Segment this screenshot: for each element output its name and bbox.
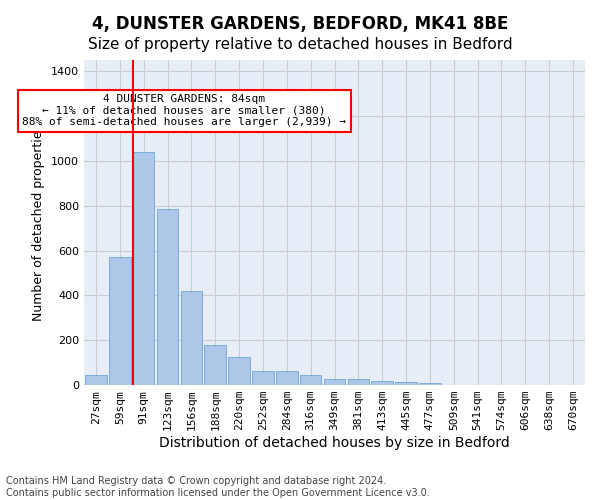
Bar: [205, 345, 226, 385]
Bar: [229, 357, 250, 385]
Bar: [109, 258, 131, 385]
Bar: [157, 209, 178, 385]
Bar: [85, 375, 107, 385]
Bar: [300, 376, 322, 385]
Bar: [181, 291, 202, 385]
Text: Size of property relative to detached houses in Bedford: Size of property relative to detached ho…: [88, 38, 512, 52]
Bar: [252, 371, 274, 385]
Bar: [324, 379, 345, 385]
Bar: [347, 379, 369, 385]
X-axis label: Distribution of detached houses by size in Bedford: Distribution of detached houses by size …: [159, 436, 510, 450]
Bar: [395, 382, 417, 385]
Bar: [133, 152, 154, 385]
Bar: [276, 371, 298, 385]
Bar: [371, 380, 393, 385]
Text: 4, DUNSTER GARDENS, BEDFORD, MK41 8BE: 4, DUNSTER GARDENS, BEDFORD, MK41 8BE: [92, 15, 508, 33]
Bar: [419, 383, 440, 385]
Y-axis label: Number of detached properties: Number of detached properties: [32, 124, 46, 321]
Text: Contains HM Land Registry data © Crown copyright and database right 2024.
Contai: Contains HM Land Registry data © Crown c…: [6, 476, 430, 498]
Text: 4 DUNSTER GARDENS: 84sqm
← 11% of detached houses are smaller (380)
88% of semi-: 4 DUNSTER GARDENS: 84sqm ← 11% of detach…: [22, 94, 346, 128]
